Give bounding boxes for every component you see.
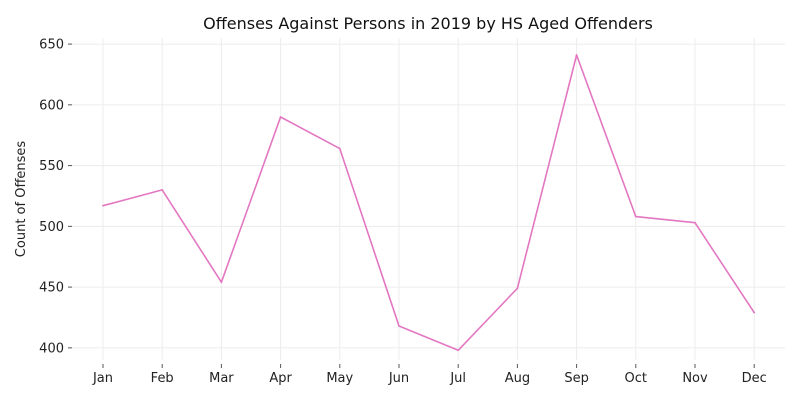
y-tick-label: 550 xyxy=(39,159,64,174)
y-tick-label: 500 xyxy=(39,220,64,235)
y-tick-label: 650 xyxy=(39,38,64,53)
x-tick-label-apr: Apr xyxy=(269,371,292,386)
data-point-nov xyxy=(694,221,696,224)
data-point-sep xyxy=(575,54,578,56)
chart-title: Offenses Against Persons in 2019 by HS A… xyxy=(203,14,653,33)
data-point-oct xyxy=(634,215,637,218)
x-tick-label-sep: Sep xyxy=(564,371,589,386)
x-tick-label-jul: Jul xyxy=(449,371,466,386)
data-point-aug xyxy=(516,287,519,290)
x-tick-label-jan: Jan xyxy=(92,371,113,386)
tick-layer: 400 450 500 550 600 650 Jan Feb Mar Apr May Jun Jul A… xyxy=(39,38,767,386)
x-tick-label-nov: Nov xyxy=(682,371,708,386)
x-tick-label-may: May xyxy=(326,371,353,386)
x-tick-label-feb: Feb xyxy=(151,371,174,386)
y-tick-label: 600 xyxy=(39,98,64,113)
series-line xyxy=(102,54,755,352)
x-tick-label-dec: Dec xyxy=(742,371,767,386)
data-point-mar xyxy=(220,281,223,284)
x-tick-label-aug: Aug xyxy=(505,371,530,386)
data-point-dec xyxy=(753,311,756,314)
y-tick-label: 400 xyxy=(39,341,64,356)
y-tick-label: 450 xyxy=(39,281,64,296)
y-axis-title: Count of Offenses xyxy=(14,141,29,258)
grid-layer xyxy=(72,38,785,360)
x-tick-label-mar: Mar xyxy=(209,371,234,386)
data-point-jun xyxy=(398,325,400,327)
data-point-apr xyxy=(279,116,282,118)
data-point-jul xyxy=(457,349,460,352)
x-tick-label-oct: Oct xyxy=(625,371,647,386)
data-point-feb xyxy=(161,188,164,191)
data-point-may xyxy=(338,147,341,150)
x-tick-label-jun: Jun xyxy=(388,371,409,386)
data-point-jan xyxy=(102,204,104,207)
series-layer xyxy=(102,54,756,352)
